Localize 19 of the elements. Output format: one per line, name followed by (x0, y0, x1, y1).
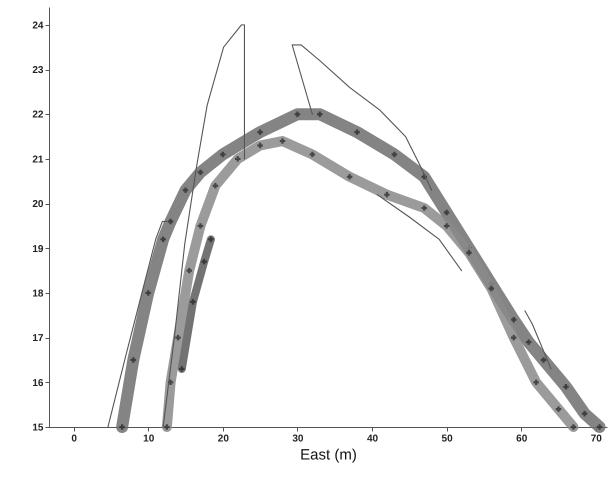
x-tick-label: 10 (143, 434, 155, 444)
y-tick-label: 18 (32, 288, 44, 300)
y-tick-label: 21 (32, 154, 44, 166)
x-tick-label: 30 (292, 434, 304, 444)
y-tick-label: 24 (32, 20, 44, 32)
x-axis-title: East (m) (300, 446, 357, 464)
y-tick-label: 17 (32, 333, 44, 344)
x-tick-label: 0 (71, 434, 78, 444)
x-tick-label: 20 (218, 434, 230, 444)
y-tick-label: 23 (32, 65, 44, 76)
y-tick-label: 22 (32, 110, 44, 121)
x-tick-label: 60 (516, 434, 528, 444)
x-tick-label: 50 (442, 434, 454, 444)
y-tick-label: 20 (32, 199, 44, 210)
x-tick-label: 70 (590, 434, 602, 444)
y-tick-label: 19 (32, 244, 44, 255)
y-tick-label: 15 (32, 422, 44, 434)
y-tick-label: 16 (32, 378, 44, 389)
x-tick-label: 40 (366, 434, 379, 444)
